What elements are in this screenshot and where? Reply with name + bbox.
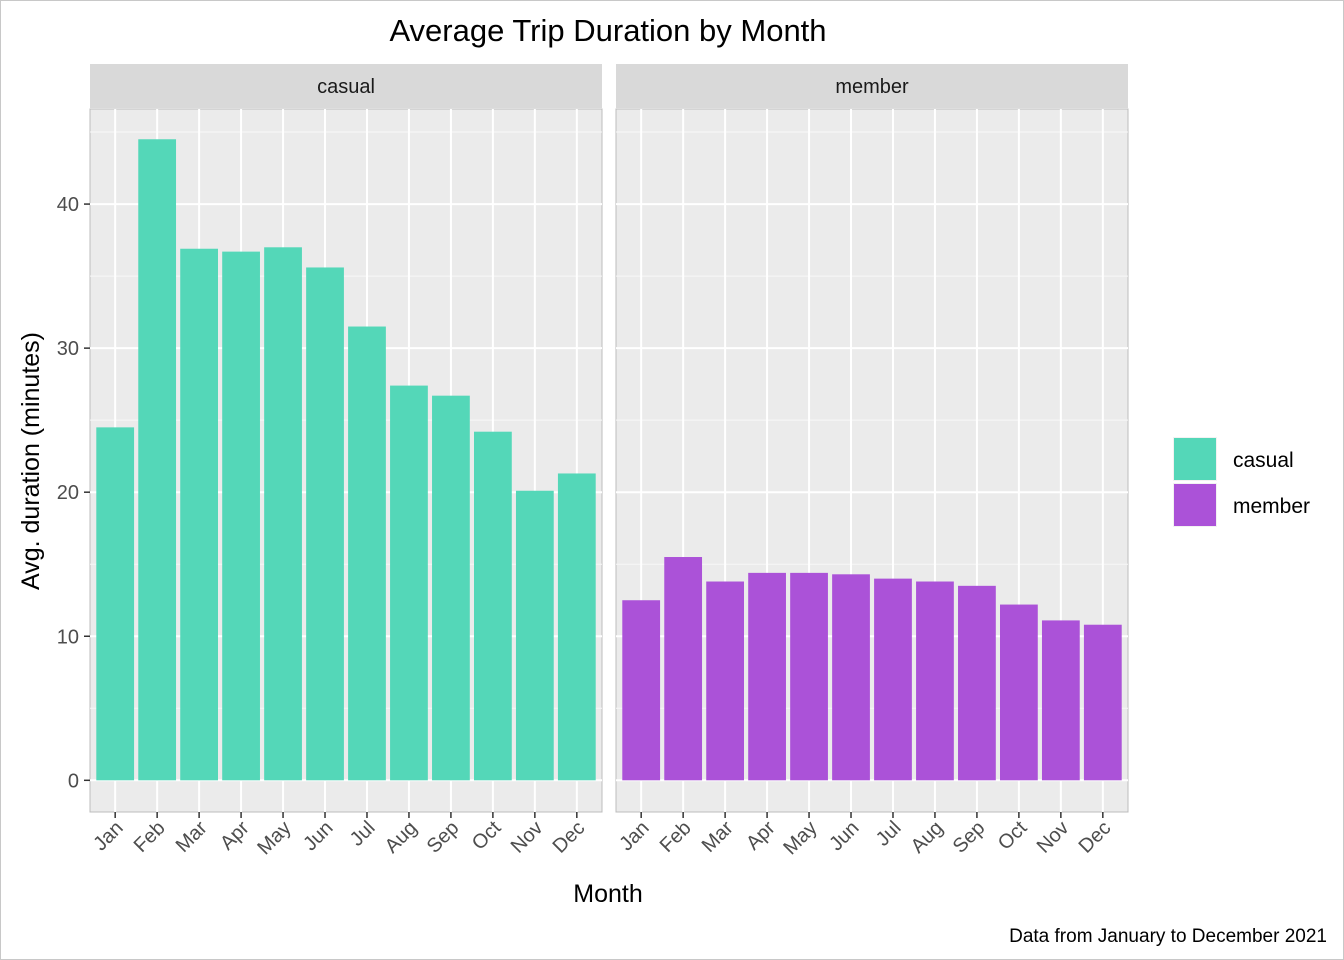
x-tick-label: Jul bbox=[872, 817, 906, 851]
bar-member-may bbox=[790, 572, 828, 781]
bar-casual-oct bbox=[474, 431, 512, 781]
x-tick-label: Jun bbox=[299, 817, 337, 855]
x-tick-label: Sep bbox=[423, 817, 464, 858]
x-tick-label: Nov bbox=[1033, 817, 1074, 858]
x-tick-label: Oct bbox=[994, 817, 1032, 855]
legend-label-member: member bbox=[1233, 495, 1310, 518]
bar-member-oct bbox=[1000, 604, 1038, 781]
bar-member-sep bbox=[958, 585, 996, 781]
chart-title: Average Trip Duration by Month bbox=[389, 13, 826, 48]
facet-panel-member: member Jan Feb Mar Apr May Jun Jul Aug Sep Oct Nov D… bbox=[615, 64, 1129, 859]
x-tick-label: Mar bbox=[172, 817, 212, 857]
facet-strip-label: casual bbox=[317, 76, 375, 98]
y-axis-label: Avg. duration (minutes) bbox=[17, 332, 45, 590]
y-tick-label: 20 bbox=[57, 482, 79, 504]
bar-member-jan bbox=[622, 600, 661, 781]
bar-casual-jan bbox=[96, 427, 135, 781]
bar-member-mar bbox=[706, 581, 744, 781]
bar-casual-mar bbox=[180, 248, 218, 781]
bar-member-jul bbox=[874, 578, 912, 781]
legend-swatch-member bbox=[1174, 484, 1216, 526]
legend: casual member bbox=[1173, 437, 1310, 527]
bar-casual-dec bbox=[557, 473, 596, 781]
facet-panel-casual: casual Jan Feb Mar Apr May Jun Jul Aug Sep Oct Nov D… bbox=[57, 64, 603, 859]
x-tick-label: Aug bbox=[381, 817, 422, 858]
x-tick-label: May bbox=[253, 817, 295, 859]
bar-member-jun bbox=[832, 574, 870, 781]
x-tick-label: Apr bbox=[742, 817, 780, 855]
x-tick-label: Dec bbox=[1075, 817, 1116, 858]
x-axis-label: Month bbox=[573, 880, 642, 908]
bar-member-aug bbox=[916, 581, 954, 781]
y-tick-label: 10 bbox=[57, 626, 79, 648]
bar-casual-may bbox=[264, 247, 302, 781]
bar-casual-aug bbox=[390, 385, 428, 781]
x-tick-label: Mar bbox=[698, 817, 738, 857]
bar-casual-apr bbox=[222, 251, 260, 781]
x-tick-label: Jun bbox=[825, 817, 863, 855]
chart-caption: Data from January to December 2021 bbox=[1009, 926, 1327, 947]
x-tick-label: Nov bbox=[507, 817, 548, 858]
bar-member-feb bbox=[664, 557, 703, 781]
legend-swatch-casual bbox=[1174, 438, 1216, 480]
x-tick-label: Feb bbox=[130, 817, 170, 857]
x-tick-label: Jul bbox=[346, 817, 380, 851]
bar-casual-jul bbox=[348, 326, 386, 781]
bar-member-dec bbox=[1083, 624, 1122, 781]
y-tick-label: 40 bbox=[57, 194, 79, 216]
facet-strip bbox=[90, 64, 602, 108]
facet-strip-label: member bbox=[835, 76, 909, 98]
x-tick-label: Oct bbox=[468, 817, 506, 855]
bar-member-nov bbox=[1041, 620, 1080, 781]
bar-casual-jun bbox=[306, 267, 344, 781]
x-tick-label: May bbox=[779, 817, 821, 859]
legend-label-casual: casual bbox=[1233, 449, 1294, 472]
x-tick-label: Jan bbox=[615, 817, 653, 855]
y-tick-label: 30 bbox=[57, 338, 79, 360]
x-tick-label: Apr bbox=[216, 817, 254, 855]
x-tick-label: Jan bbox=[89, 817, 127, 855]
facet-strip bbox=[616, 64, 1128, 108]
y-tick-label: 0 bbox=[68, 770, 79, 792]
bar-casual-feb bbox=[138, 139, 177, 781]
bar-casual-nov bbox=[515, 490, 554, 781]
bar-member-apr bbox=[748, 572, 786, 781]
x-tick-label: Sep bbox=[949, 817, 990, 858]
x-tick-label: Aug bbox=[907, 817, 948, 858]
x-tick-label: Feb bbox=[656, 817, 696, 857]
bar-casual-sep bbox=[432, 395, 470, 781]
x-tick-label: Dec bbox=[549, 817, 590, 858]
